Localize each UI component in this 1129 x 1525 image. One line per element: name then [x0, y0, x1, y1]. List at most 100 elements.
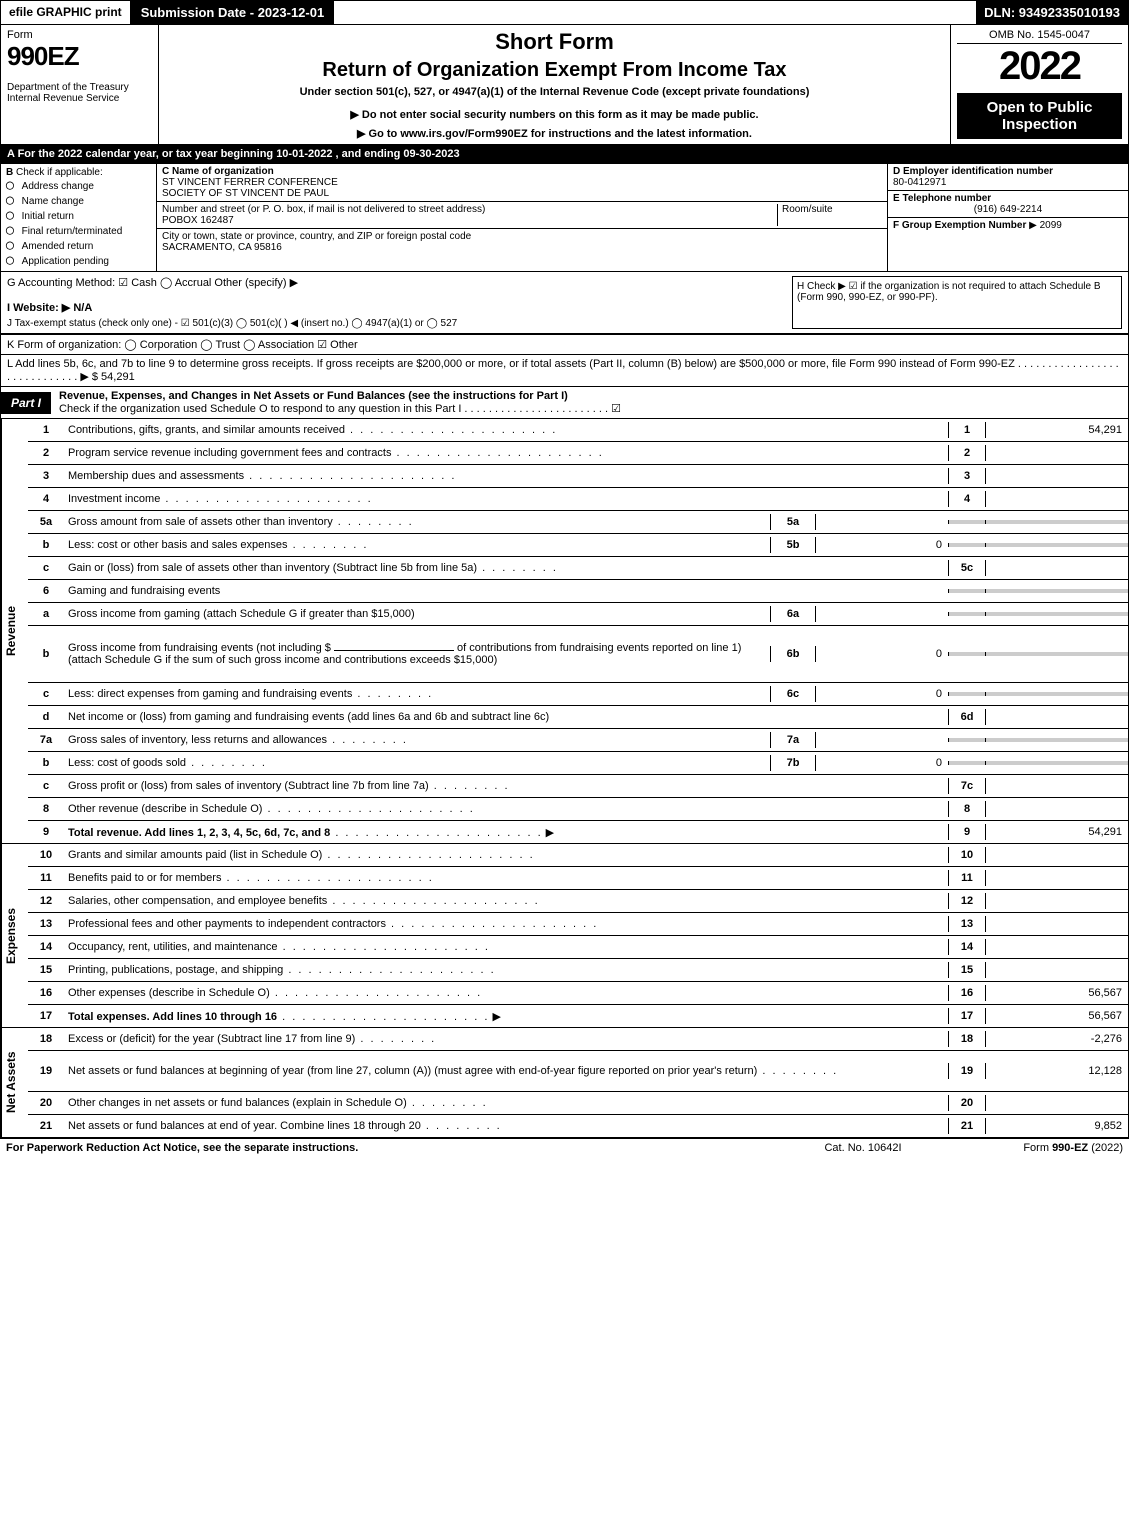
amt-21: 9,852 [986, 1118, 1128, 1134]
d-21: Net assets or fund balances at end of ye… [64, 1118, 948, 1134]
n-13: 13 [28, 916, 64, 932]
expenses-body: 10 Grants and similar amounts paid (list… [28, 844, 1128, 1027]
org-name-1: ST VINCENT FERRER CONFERENCE [162, 177, 338, 188]
line-i-text: I Website: ▶ N/A [7, 302, 92, 314]
n-2: 2 [28, 445, 64, 461]
row-5b: b Less: cost or other basis and sales ex… [28, 534, 1128, 557]
d-6b: Gross income from fundraising events (no… [64, 640, 770, 668]
do-not-enter: ▶ Do not enter social security numbers o… [165, 108, 944, 121]
ln-18: 18 [948, 1031, 986, 1047]
amt-18: -2,276 [986, 1031, 1128, 1047]
d-16: Other expenses (describe in Schedule O) [64, 985, 948, 1001]
submission-date-button[interactable]: Submission Date - 2023-12-01 [131, 1, 335, 24]
amt-5a-shade [986, 520, 1128, 524]
amt-2 [986, 451, 1128, 455]
amt-8 [986, 807, 1128, 811]
sub-5b: 5b [770, 537, 816, 553]
col-b: B Check if applicable: ◯ Address change … [1, 164, 157, 271]
tax-year: 2022 [957, 44, 1122, 89]
line-l: L Add lines 5b, 6c, and 7b to line 9 to … [0, 355, 1129, 387]
short-form-title: Short Form [165, 29, 944, 55]
row-16: 16 Other expenses (describe in Schedule … [28, 982, 1128, 1005]
row-8: 8 Other revenue (describe in Schedule O)… [28, 798, 1128, 821]
netassets-table: Net Assets 18 Excess or (deficit) for th… [0, 1028, 1129, 1138]
n-21: 21 [28, 1118, 64, 1134]
amt-6c-shade [986, 692, 1128, 696]
efile-print-button[interactable]: efile GRAPHIC print [1, 1, 131, 24]
amt-5c [986, 566, 1128, 570]
row-13: 13 Professional fees and other payments … [28, 913, 1128, 936]
paperwork-notice: For Paperwork Reduction Act Notice, see … [6, 1142, 763, 1154]
row-6d: d Net income or (loss) from gaming and f… [28, 706, 1128, 729]
n-7a: 7a [28, 732, 64, 748]
d-18: Excess or (deficit) for the year (Subtra… [64, 1031, 948, 1047]
row-21: 21 Net assets or fund balances at end of… [28, 1115, 1128, 1137]
n-17: 17 [28, 1008, 64, 1024]
amt-13 [986, 922, 1128, 926]
amt-6d [986, 715, 1128, 719]
row-3: 3 Membership dues and assessments 3 [28, 465, 1128, 488]
open-to-public: Open to Public Inspection [957, 93, 1122, 139]
footer: For Paperwork Reduction Act Notice, see … [0, 1138, 1129, 1157]
app-pending-checkbox[interactable]: ◯ [6, 253, 22, 268]
row-2: 2 Program service revenue including gove… [28, 442, 1128, 465]
c-city-row: City or town, state or province, country… [157, 229, 887, 255]
addr-change-label: Address change [22, 181, 94, 192]
initial-return-checkbox[interactable]: ◯ [6, 208, 22, 223]
amt-10 [986, 853, 1128, 857]
row-20: 20 Other changes in net assets or fund b… [28, 1092, 1128, 1115]
phone-value: (916) 649-2214 [893, 204, 1123, 215]
row-19: 19 Net assets or fund balances at beginn… [28, 1051, 1128, 1092]
ln-11: 11 [948, 870, 986, 886]
netassets-body: 18 Excess or (deficit) for the year (Sub… [28, 1028, 1128, 1137]
row-14: 14 Occupancy, rent, utilities, and maint… [28, 936, 1128, 959]
part1-header: Part I Revenue, Expenses, and Changes in… [0, 387, 1129, 419]
d-5b: Less: cost or other basis and sales expe… [64, 537, 770, 553]
n-7c: c [28, 778, 64, 794]
row-17: 17 Total expenses. Add lines 10 through … [28, 1005, 1128, 1027]
sv-5b: 0 [816, 537, 948, 553]
part1-check: Check if the organization used Schedule … [59, 403, 621, 415]
col-c: C Name of organization ST VINCENT FERRER… [157, 164, 888, 271]
row-9: 9 Total revenue. Add lines 1, 2, 3, 4, 5… [28, 821, 1128, 843]
ln-9: 9 [948, 824, 986, 840]
amt-20 [986, 1101, 1128, 1105]
ln-6-shade [948, 589, 986, 593]
name-change-checkbox[interactable]: ◯ [6, 193, 22, 208]
ln-12: 12 [948, 893, 986, 909]
amt-9: 54,291 [986, 824, 1128, 840]
line-h-box: H Check ▶ ☑ if the organization is not r… [792, 276, 1122, 329]
goto-link[interactable]: ▶ Go to www.irs.gov/Form990EZ for instru… [165, 127, 944, 140]
sub-6c: 6c [770, 686, 816, 702]
n-16: 16 [28, 985, 64, 1001]
n-5a: 5a [28, 514, 64, 530]
row-1: 1 Contributions, gifts, grants, and simi… [28, 419, 1128, 442]
ln-5b-shade [948, 543, 986, 547]
amt-3 [986, 474, 1128, 478]
form-ref: Form 990-EZ (2022) [963, 1142, 1123, 1154]
ln-21: 21 [948, 1118, 986, 1134]
n-9: 9 [28, 824, 64, 840]
part1-desc: Revenue, Expenses, and Changes in Net As… [51, 387, 1128, 418]
ln-13: 13 [948, 916, 986, 932]
d-label: D Employer identification number [893, 166, 1053, 177]
final-return-checkbox[interactable]: ◯ [6, 223, 22, 238]
n-10: 10 [28, 847, 64, 863]
n-19: 19 [28, 1063, 64, 1079]
n-6a: a [28, 606, 64, 622]
row-11: 11 Benefits paid to or for members 11 [28, 867, 1128, 890]
line-j-text: J Tax-exempt status (check only one) - ☑… [7, 318, 457, 329]
n-4: 4 [28, 491, 64, 507]
amended-return-checkbox[interactable]: ◯ [6, 238, 22, 253]
d-9: Total revenue. Add lines 1, 2, 3, 4, 5c,… [64, 824, 948, 841]
revenue-body: 1 Contributions, gifts, grants, and simi… [28, 419, 1128, 843]
addr-change-checkbox[interactable]: ◯ [6, 178, 22, 193]
line-k: K Form of organization: ◯ Corporation ◯ … [0, 334, 1129, 355]
row-10: 10 Grants and similar amounts paid (list… [28, 844, 1128, 867]
n-6c: c [28, 686, 64, 702]
row-5a: 5a Gross amount from sale of assets othe… [28, 511, 1128, 534]
row-15: 15 Printing, publications, postage, and … [28, 959, 1128, 982]
n-5c: c [28, 560, 64, 576]
d-10: Grants and similar amounts paid (list in… [64, 847, 948, 863]
line-a: A For the 2022 calendar year, or tax yea… [0, 145, 1129, 164]
